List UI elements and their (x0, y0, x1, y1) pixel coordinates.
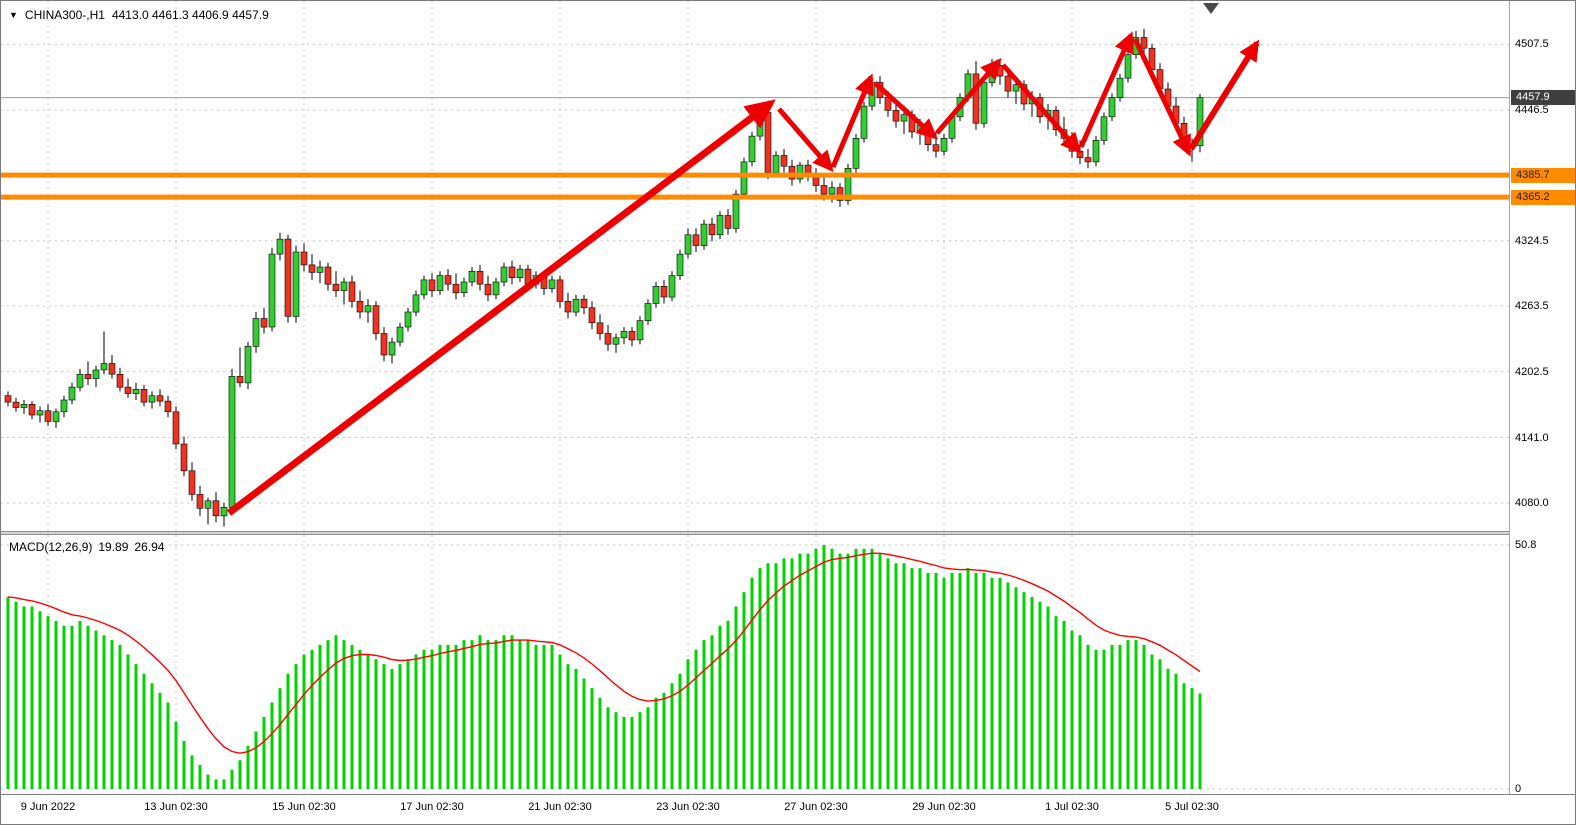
time-axis-label: 17 Jun 02:30 (400, 801, 464, 813)
price-axis-label: 4141.0 (1515, 431, 1549, 444)
price-axis-label: 4324.5 (1515, 234, 1549, 247)
macd-indicator-label: MACD(12,26,9) 19.89 26.94 (9, 540, 164, 554)
price-axis-label: 4507.5 (1515, 38, 1549, 51)
time-axis-label: 27 Jun 02:30 (784, 801, 848, 813)
macd-indicator-canvas[interactable] (1, 535, 1509, 794)
macd-axis-label: 50.8 (1515, 539, 1537, 551)
time-axis-label: 23 Jun 02:30 (656, 801, 720, 813)
time-axis-label: 9 Jun 2022 (20, 801, 76, 813)
time-axis-label: 13 Jun 02:30 (144, 801, 208, 813)
time-axis-label: 29 Jun 02:30 (912, 801, 976, 813)
time-axis-label: 5 Jul 02:30 (1165, 801, 1219, 813)
main-chart-canvas[interactable] (1, 1, 1509, 533)
symbol-period-label: CHINA300-,H1 (24, 8, 105, 22)
macd-signal-value: 26.94 (134, 540, 165, 554)
time-axis-label: 1 Jul 02:30 (1045, 801, 1099, 813)
ohlc-values: 4413.0 4461.3 4406.9 4457.9 (111, 8, 269, 22)
price-axis-label: 4446.5 (1515, 103, 1549, 116)
panel-splitter[interactable] (1, 531, 1575, 535)
time-axis-label: 15 Jun 02:30 (272, 801, 336, 813)
level-price-badge: 4385.7 (1511, 167, 1575, 183)
chart-shift-marker-icon[interactable] (1203, 3, 1219, 14)
macd-main-value: 19.89 (98, 540, 129, 554)
price-axis-label: 4202.5 (1515, 365, 1549, 378)
symbol-dropdown-icon[interactable]: ▼ (9, 10, 18, 20)
price-axis-label: 4080.0 (1515, 496, 1549, 509)
macd-axis-label: 0 (1515, 783, 1522, 795)
price-axis-separator (1509, 1, 1510, 794)
price-axis-label: 4263.5 (1515, 300, 1549, 313)
time-axis[interactable]: 9 Jun 2022 13 Jun 02:30 15 Jun 02:30 17 Jun… (1, 794, 1575, 824)
time-axis-label: 21 Jun 02:30 (528, 801, 592, 813)
current-price-badge: 4457.9 (1511, 90, 1575, 106)
price-axis[interactable]: 4507.5 4446.5 4324.5 4263.5 4202.5 4141.0 4080… (1510, 1, 1575, 795)
level-price-badge: 4365.2 (1511, 189, 1575, 205)
chart-header: ▼ CHINA300-,H1 4413.0 4461.3 4406.9 4457… (9, 8, 269, 22)
macd-name: MACD(12,26,9) (9, 540, 93, 554)
